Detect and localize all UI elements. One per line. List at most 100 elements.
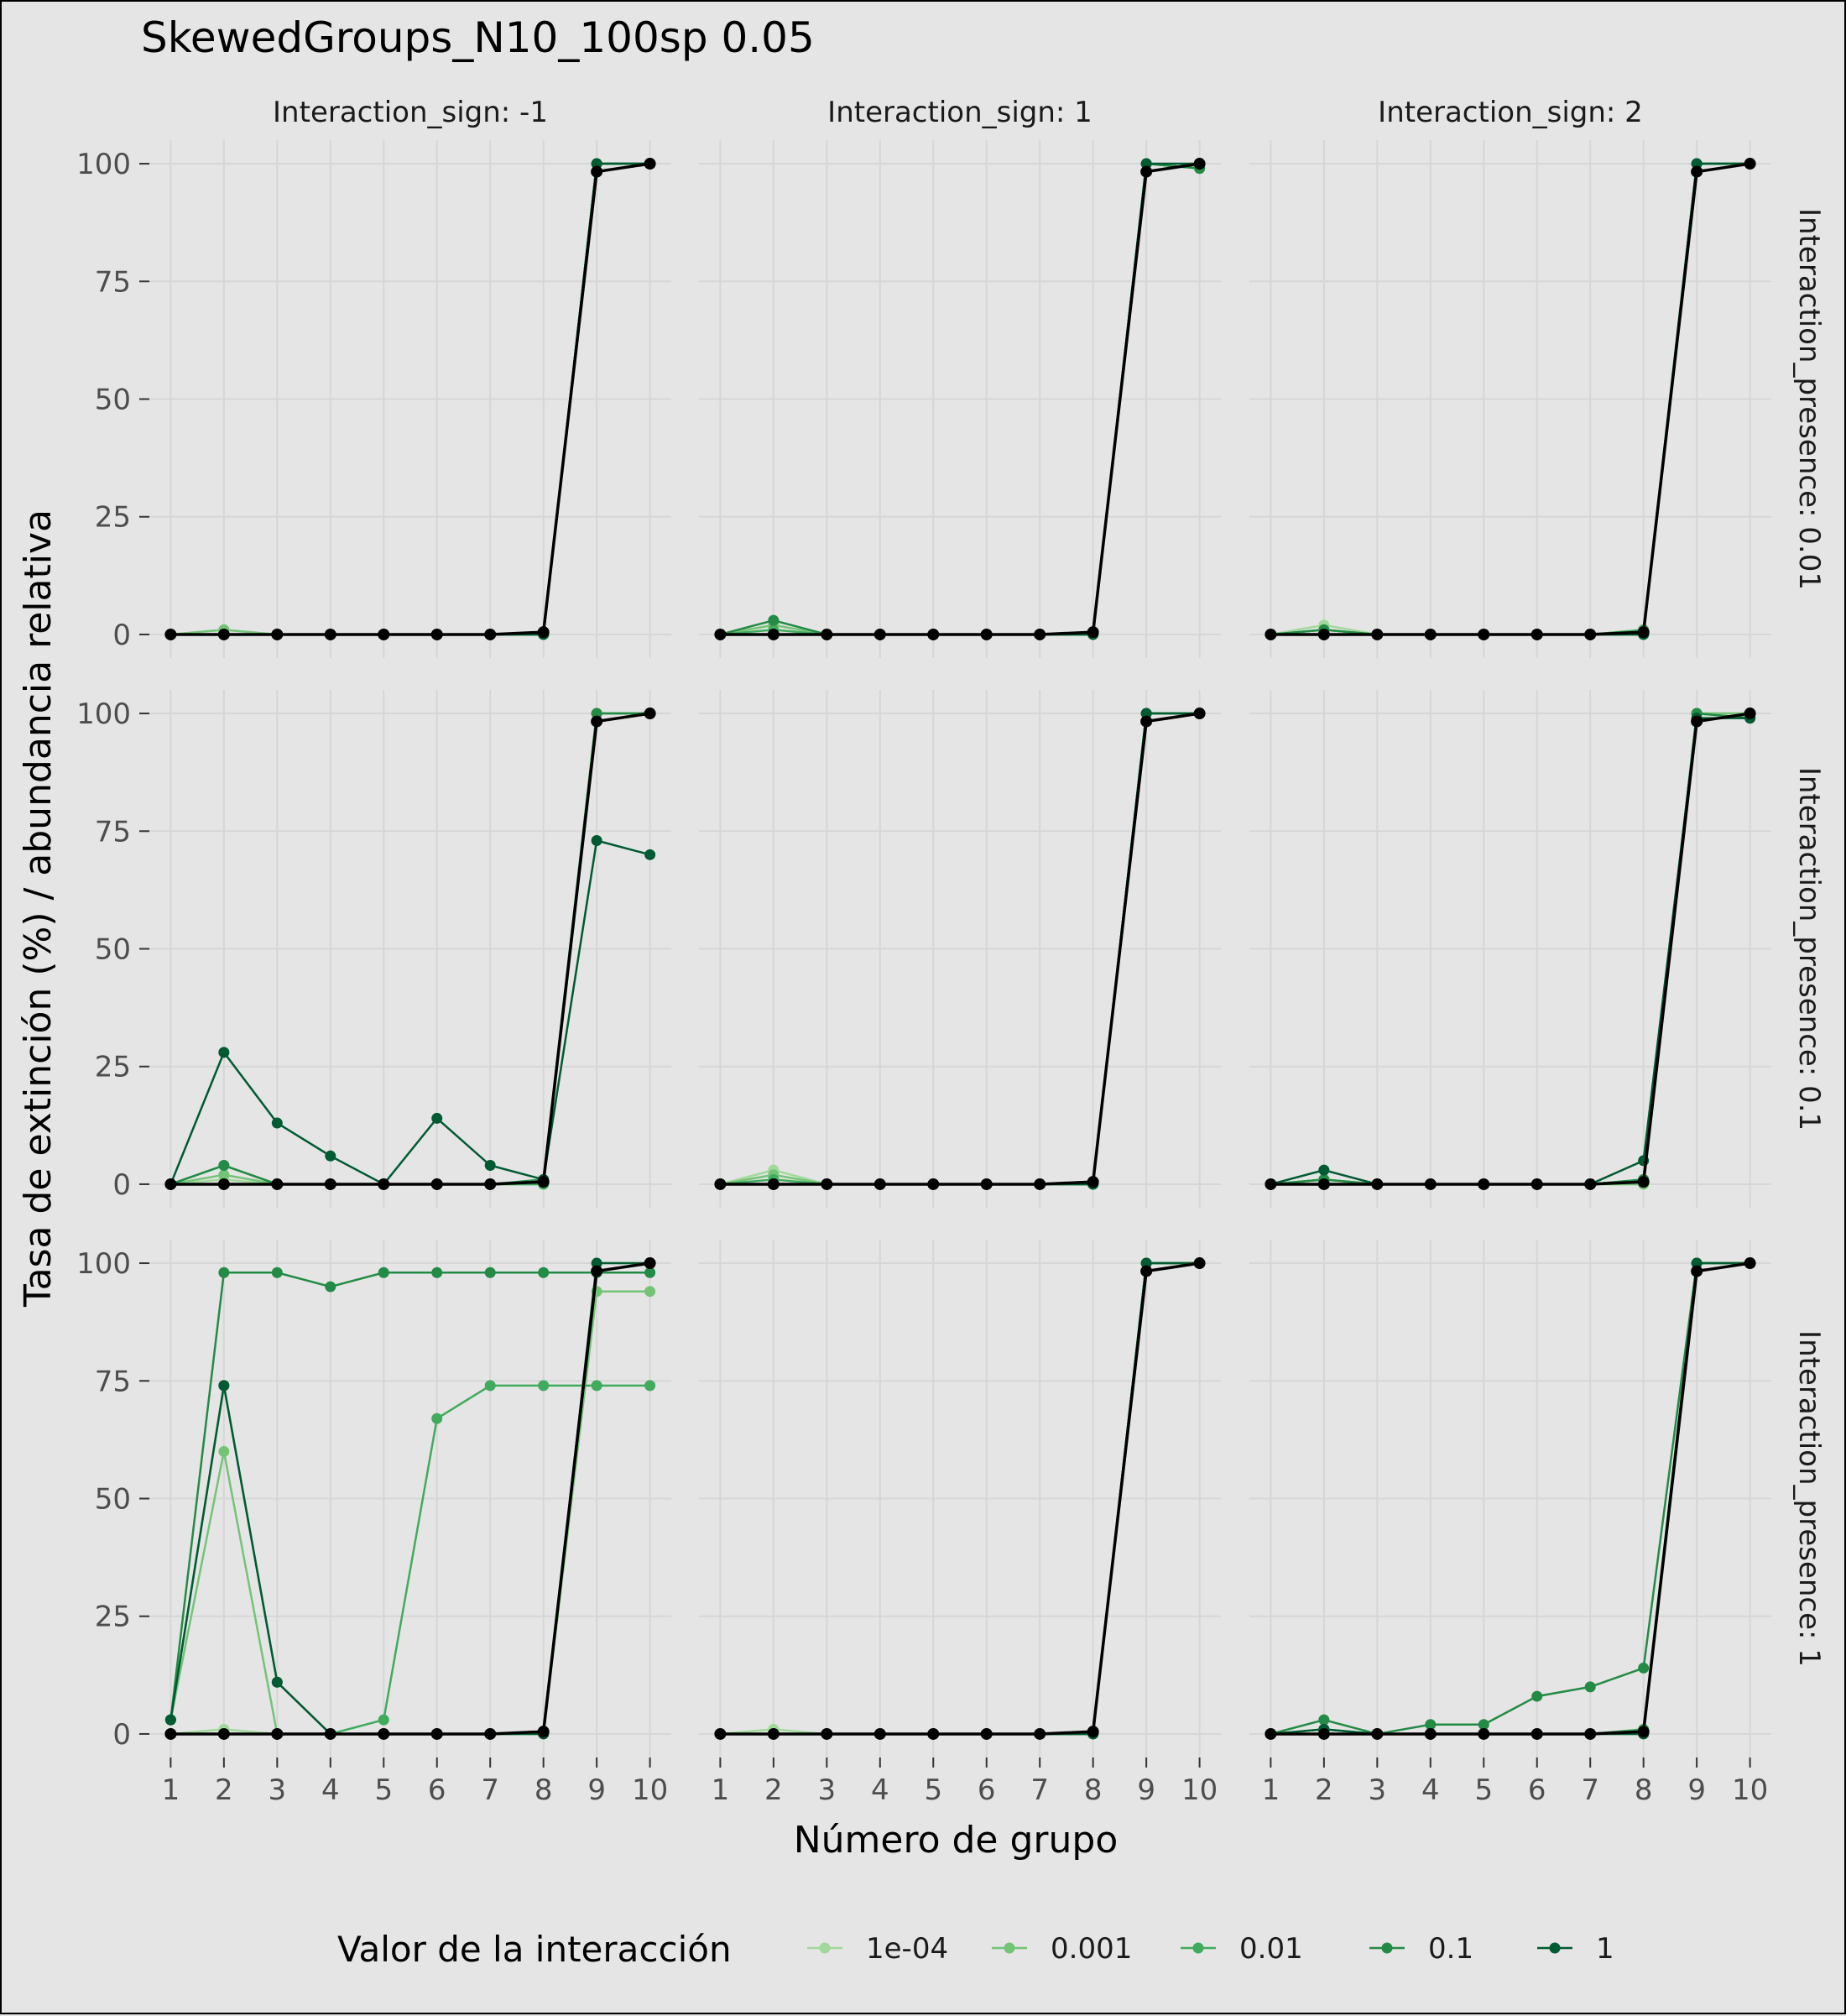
series-point [218, 1169, 230, 1181]
series-point [1478, 1719, 1489, 1731]
series-point [164, 1714, 176, 1726]
abundance-point [537, 1726, 550, 1738]
abundance-line [170, 1261, 650, 1736]
series-point [271, 1676, 283, 1688]
y-tick-label: 100 [76, 1247, 131, 1281]
abundance-point [484, 1727, 497, 1740]
abundance-point [1478, 1178, 1490, 1190]
abundance-point [217, 1178, 230, 1190]
x-tick-label: 7 [1581, 1773, 1599, 1807]
abundance-point [714, 1178, 727, 1190]
col-facet-label: Interaction_sign: 2 [1378, 96, 1643, 129]
x-tick-label: 3 [269, 1773, 287, 1807]
legend-item: 0.01 [1181, 1932, 1303, 1966]
legend-label: 1e-04 [866, 1932, 948, 1966]
abundance-point [591, 165, 603, 178]
facet-panel [1249, 140, 1771, 658]
abundance-point [217, 1727, 230, 1740]
abundance-point [1478, 1727, 1490, 1740]
x-tick-label: 6 [978, 1773, 996, 1807]
legend-label: 0.01 [1239, 1932, 1303, 1966]
abundance-point [591, 715, 603, 728]
legend-swatch-point [1381, 1942, 1393, 1954]
x-tick-label: 4 [1421, 1773, 1440, 1807]
abundance-point [537, 626, 550, 639]
facet-panel [699, 140, 1221, 658]
abundance-point [1265, 1178, 1277, 1190]
x-axis-label: Número de grupo [794, 1819, 1119, 1862]
series-point [218, 1047, 230, 1058]
facet-panel [1249, 690, 1771, 1208]
abundance-point [1265, 1727, 1277, 1740]
row-facet-label: Interaction_presence: 0.1 [1792, 767, 1826, 1131]
series-line [1270, 1261, 1750, 1736]
series-point [591, 158, 602, 170]
legend-label: 0.001 [1051, 1932, 1132, 1966]
series-line [169, 838, 650, 1186]
abundance-point [378, 1727, 390, 1740]
x-tick-label: 8 [1084, 1773, 1103, 1807]
series-point [325, 1281, 336, 1293]
abundance-point [1424, 1178, 1437, 1190]
series-line [169, 1290, 650, 1736]
y-tick-label: 75 [95, 1365, 131, 1398]
series-point [1691, 158, 1703, 170]
series-point [1318, 1164, 1330, 1176]
abundance-point [324, 1727, 336, 1740]
abundance-point [324, 1178, 336, 1190]
x-tick-label: 1 [712, 1773, 730, 1807]
series-point [218, 1445, 230, 1457]
y-axis-label: Tasa de extinción (%) / abundancia relat… [17, 509, 60, 1308]
series-point [431, 1267, 443, 1278]
legend-swatch-point [819, 1942, 831, 1954]
x-tick-label: 1 [162, 1773, 180, 1807]
legend-swatch-point [1192, 1942, 1204, 1954]
abundance-point [1087, 626, 1099, 639]
series-point [378, 1267, 389, 1278]
series-point [644, 849, 656, 860]
legend-label: 0.1 [1428, 1932, 1473, 1966]
abundance-point [1744, 158, 1756, 170]
series-point [1584, 1681, 1596, 1693]
abundance-point [1637, 626, 1650, 639]
abundance-point [873, 1178, 886, 1190]
abundance-point [217, 628, 230, 640]
abundance-point [430, 628, 443, 640]
abundance-point [1424, 1727, 1437, 1740]
series-point [271, 1117, 283, 1129]
series-point [1318, 1714, 1330, 1726]
abundance-point [164, 1178, 177, 1190]
abundance-point [378, 1178, 390, 1190]
abundance-point [1744, 1257, 1756, 1270]
abundance-point [1371, 628, 1384, 640]
x-tick-label: 4 [321, 1773, 340, 1807]
series-point [591, 1257, 602, 1269]
series-point [1140, 158, 1152, 170]
facet-panel: 1 2 3 4 5 6 7 8 9 10 [699, 1240, 1221, 1807]
series-point [1531, 1690, 1543, 1702]
abundance-point [324, 628, 336, 640]
abundance-point [767, 628, 780, 640]
series-point [538, 1380, 550, 1392]
abundance-point [1637, 1726, 1650, 1738]
abundance-point [1691, 165, 1703, 178]
abundance-point [714, 1727, 727, 1740]
abundance-point [644, 708, 656, 720]
abundance-point [1584, 1178, 1597, 1190]
series-point [591, 834, 602, 846]
facet-panel: 0 25 50 75 100 [76, 140, 671, 658]
legend-item: 0.1 [1369, 1932, 1473, 1966]
abundance-point [1193, 1257, 1206, 1270]
series-point [1140, 1257, 1152, 1269]
abundance-point [1424, 628, 1437, 640]
series-point [431, 1413, 443, 1424]
x-tick-label: 2 [215, 1773, 233, 1807]
x-tick-label: 7 [1030, 1773, 1049, 1807]
abundance-point [591, 1265, 603, 1277]
abundance-point [1140, 1265, 1153, 1277]
legend-item: 1 [1537, 1932, 1614, 1966]
abundance-point [644, 1257, 656, 1270]
facet-panel: 0 25 50 75 100 1 2 3 4 5 6 7 8 9 10 [76, 1240, 671, 1807]
series-point [768, 614, 780, 626]
series-point [325, 1150, 336, 1162]
